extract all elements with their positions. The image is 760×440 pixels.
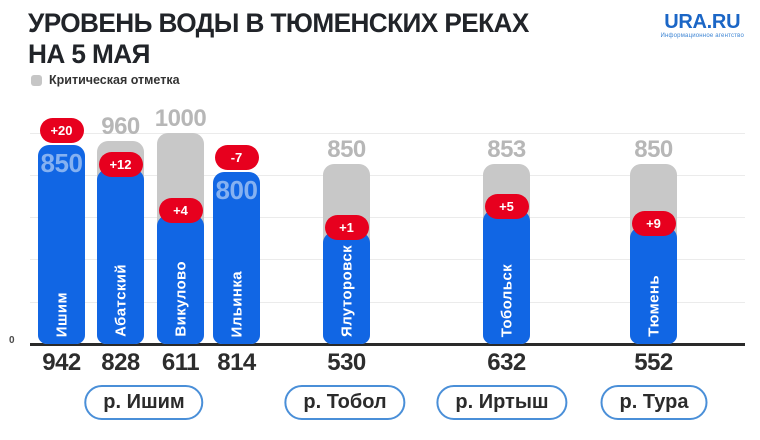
ura-ru-logo: URA.RU Информационное агентство: [660, 12, 744, 39]
level-bar: Ялуторовск: [323, 231, 370, 344]
change-badge: +5: [484, 193, 529, 219]
critical-value-label: 960: [101, 112, 140, 140]
change-badge: +12: [98, 152, 143, 178]
legend-label: Критическая отметка: [49, 73, 180, 87]
critical-mark-swatch: [31, 74, 42, 86]
value-label: 942: [42, 349, 81, 376]
change-badge: -7: [214, 144, 259, 170]
river-group-pill: р. Тура: [600, 385, 708, 420]
bar-slot-Тобольск: Тобольск 853 +5 632: [483, 0, 530, 440]
critical-value-label: 853: [487, 135, 526, 163]
change-badge: +9: [631, 210, 676, 236]
value-label: 530: [327, 349, 366, 376]
river-group-pill: р. Тобол: [284, 385, 406, 420]
gridline: [30, 259, 745, 261]
bar-slot-Тюмень: Тюмень 850 +9 552: [630, 0, 677, 440]
critical-value-inside-label: 850: [40, 147, 83, 178]
station-label: Ильинка: [228, 270, 245, 337]
critical-value-label: 850: [634, 136, 673, 164]
river-group-pill: р. Ишим: [84, 385, 204, 420]
critical-value-label: 1000: [154, 104, 207, 132]
change-badge: +4: [158, 198, 203, 224]
title-line-1: УРОВЕНЬ ВОДЫ В ТЮМЕНСКИХ РЕКАХ: [28, 8, 529, 38]
level-bar: Ишим: [38, 144, 85, 344]
value-label: 828: [101, 349, 140, 376]
critical-value-label: 850: [327, 136, 366, 164]
x-axis-line: [30, 343, 745, 346]
level-bar: Тюмень: [630, 227, 677, 344]
station-label: Ишим: [53, 291, 70, 337]
value-label: 552: [634, 349, 673, 376]
gridline: [30, 301, 745, 303]
gridline: [30, 132, 745, 134]
bar-slot-Викулово: Викулово 1000 +4 611: [154, 0, 207, 440]
bar-slot-Ялуторовск: Ялуторовск 850 +1 530: [323, 0, 370, 440]
gridline: [30, 217, 745, 219]
station-label: Викулово: [172, 261, 189, 337]
logo-subtext: Информационное агентство: [660, 33, 744, 39]
title-line-2: НА 5 МАЯ: [28, 39, 150, 69]
legend: Критическая отметка: [31, 73, 180, 87]
logo-text: URA.RU: [664, 11, 741, 33]
critical-value-inside-label: 800: [215, 174, 258, 205]
bar-slot-Абатский: Абатский 960 +12 828: [97, 0, 144, 440]
station-label: Ялуторовск: [338, 245, 355, 337]
level-bar: Викулово: [157, 214, 204, 344]
river-group-pill: р. Иртыш: [436, 385, 568, 420]
value-label: 814: [217, 349, 256, 376]
level-bar: Ильинка: [213, 171, 260, 344]
station-label: Тюмень: [645, 275, 662, 337]
change-badge: +1: [324, 215, 369, 241]
bar-slot-Ильинка: Ильинка 800 -7 814: [213, 0, 260, 440]
bar-slot-Ишим: Ишим 850 +20 942: [38, 0, 85, 440]
change-badge: +20: [39, 117, 84, 143]
page-title: УРОВЕНЬ ВОДЫ В ТЮМЕНСКИХ РЕКАХ НА 5 МАЯ: [28, 8, 529, 70]
value-label: 611: [161, 349, 200, 376]
station-label: Абатский: [112, 264, 129, 337]
axis-zero-label: 0: [9, 335, 15, 346]
level-bar: Абатский: [97, 168, 144, 344]
station-label: Тобольск: [498, 263, 515, 337]
level-bar: Тобольск: [483, 210, 530, 344]
gridline: [30, 174, 745, 176]
value-label: 632: [487, 349, 526, 376]
